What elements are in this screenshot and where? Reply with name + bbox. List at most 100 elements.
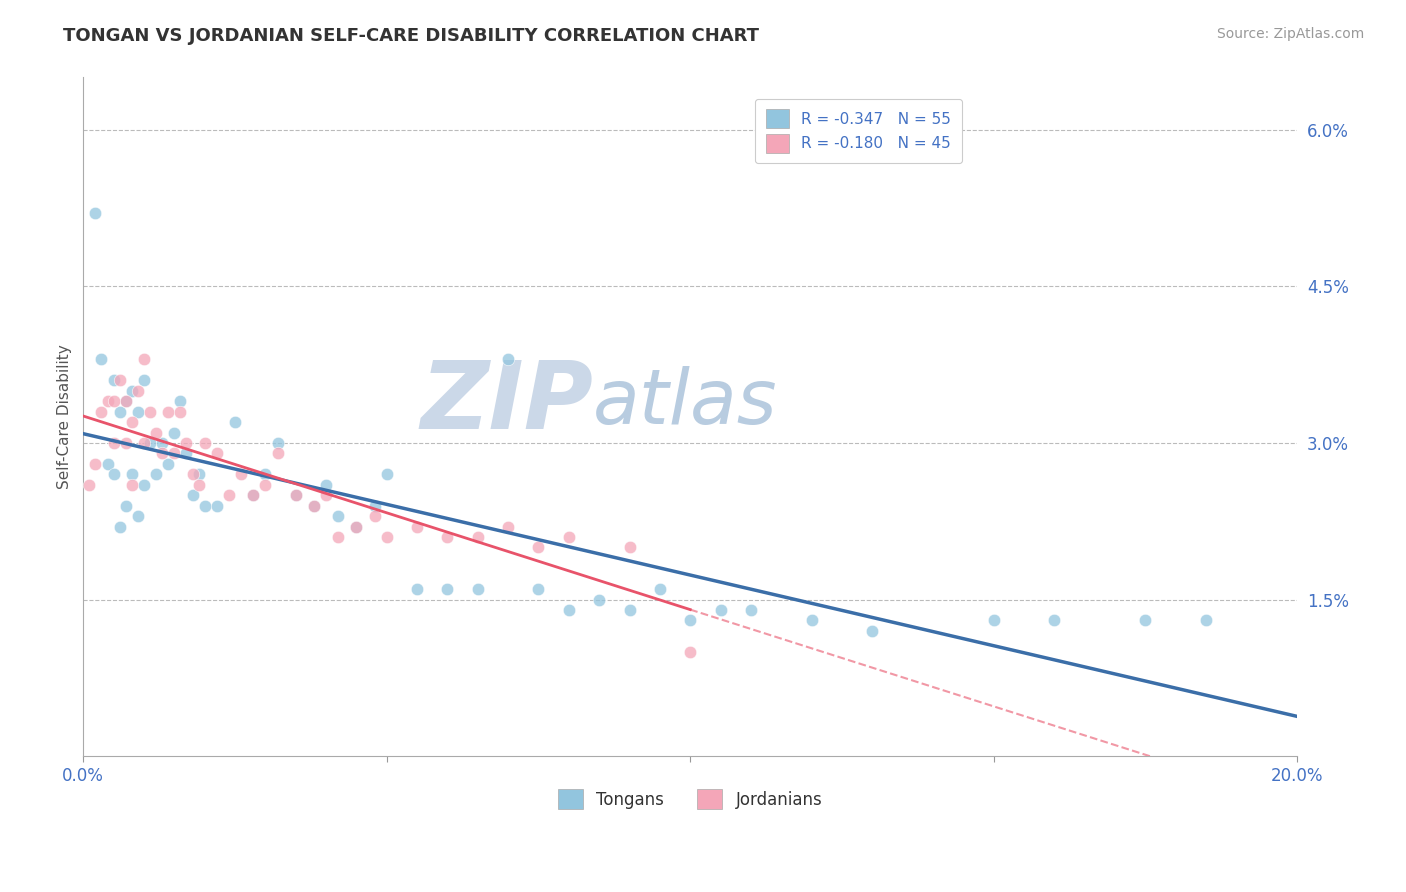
Point bbox=[121, 415, 143, 429]
Point bbox=[194, 499, 217, 513]
Point bbox=[97, 457, 120, 471]
Point bbox=[205, 446, 228, 460]
Point bbox=[496, 519, 519, 533]
Point bbox=[363, 499, 385, 513]
Point bbox=[406, 519, 429, 533]
Point bbox=[302, 499, 325, 513]
Point bbox=[229, 467, 252, 482]
Point bbox=[145, 425, 167, 440]
Point bbox=[648, 582, 671, 597]
Point bbox=[1043, 614, 1066, 628]
Point bbox=[800, 614, 823, 628]
Point bbox=[242, 488, 264, 502]
Point bbox=[176, 446, 198, 460]
Point bbox=[114, 394, 136, 409]
Point bbox=[127, 509, 149, 524]
Point bbox=[406, 582, 429, 597]
Point bbox=[467, 582, 489, 597]
Point bbox=[114, 436, 136, 450]
Point bbox=[328, 509, 350, 524]
Point bbox=[79, 477, 101, 491]
Point bbox=[315, 477, 337, 491]
Point bbox=[181, 488, 204, 502]
Point bbox=[132, 477, 155, 491]
Point bbox=[132, 436, 155, 450]
Point bbox=[558, 603, 581, 617]
Text: ZIP: ZIP bbox=[420, 358, 593, 450]
Point bbox=[169, 404, 191, 418]
Point bbox=[619, 541, 641, 555]
Legend: Tongans, Jordanians: Tongans, Jordanians bbox=[544, 776, 835, 822]
Point bbox=[181, 467, 204, 482]
Point bbox=[114, 394, 136, 409]
Point bbox=[1135, 614, 1157, 628]
Point bbox=[108, 519, 131, 533]
Point bbox=[163, 425, 186, 440]
Point bbox=[157, 457, 180, 471]
Point bbox=[145, 467, 167, 482]
Point bbox=[284, 488, 307, 502]
Point bbox=[363, 509, 385, 524]
Point bbox=[90, 404, 112, 418]
Point bbox=[150, 446, 173, 460]
Point bbox=[467, 530, 489, 544]
Point bbox=[619, 603, 641, 617]
Point bbox=[157, 404, 180, 418]
Point bbox=[315, 488, 337, 502]
Point bbox=[328, 530, 350, 544]
Point bbox=[163, 446, 186, 460]
Point bbox=[436, 530, 458, 544]
Point bbox=[375, 530, 398, 544]
Point bbox=[375, 467, 398, 482]
Point bbox=[108, 404, 131, 418]
Point bbox=[709, 603, 731, 617]
Point bbox=[121, 467, 143, 482]
Point bbox=[284, 488, 307, 502]
Point bbox=[436, 582, 458, 597]
Point bbox=[254, 477, 277, 491]
Point bbox=[344, 519, 367, 533]
Point bbox=[90, 352, 112, 367]
Point bbox=[139, 436, 162, 450]
Point bbox=[266, 436, 288, 450]
Point bbox=[103, 373, 125, 387]
Point bbox=[983, 614, 1005, 628]
Point bbox=[127, 404, 149, 418]
Point bbox=[150, 436, 173, 450]
Point bbox=[132, 352, 155, 367]
Y-axis label: Self-Care Disability: Self-Care Disability bbox=[58, 344, 72, 489]
Point bbox=[97, 394, 120, 409]
Point bbox=[103, 467, 125, 482]
Point bbox=[679, 614, 702, 628]
Point bbox=[103, 436, 125, 450]
Point bbox=[139, 404, 162, 418]
Point bbox=[176, 436, 198, 450]
Point bbox=[266, 446, 288, 460]
Text: TONGAN VS JORDANIAN SELF-CARE DISABILITY CORRELATION CHART: TONGAN VS JORDANIAN SELF-CARE DISABILITY… bbox=[63, 27, 759, 45]
Point bbox=[679, 645, 702, 659]
Point bbox=[224, 415, 246, 429]
Point bbox=[302, 499, 325, 513]
Point bbox=[132, 373, 155, 387]
Point bbox=[588, 592, 610, 607]
Point bbox=[254, 467, 277, 482]
Point bbox=[496, 352, 519, 367]
Text: atlas: atlas bbox=[593, 367, 778, 441]
Point bbox=[527, 582, 550, 597]
Text: Source: ZipAtlas.com: Source: ZipAtlas.com bbox=[1216, 27, 1364, 41]
Point bbox=[194, 436, 217, 450]
Point bbox=[121, 477, 143, 491]
Point bbox=[860, 624, 883, 638]
Point bbox=[114, 499, 136, 513]
Point bbox=[169, 394, 191, 409]
Point bbox=[84, 457, 107, 471]
Point bbox=[127, 384, 149, 398]
Point bbox=[121, 384, 143, 398]
Point bbox=[527, 541, 550, 555]
Point bbox=[108, 373, 131, 387]
Point bbox=[84, 206, 107, 220]
Point bbox=[187, 467, 209, 482]
Point bbox=[242, 488, 264, 502]
Point bbox=[740, 603, 762, 617]
Point bbox=[205, 499, 228, 513]
